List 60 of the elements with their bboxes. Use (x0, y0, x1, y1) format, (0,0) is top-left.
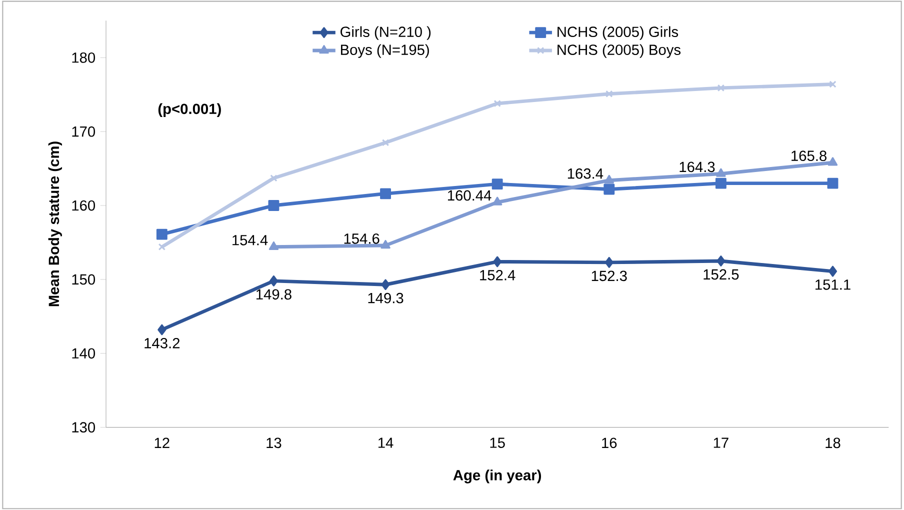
x-tick-label: 15 (490, 438, 505, 448)
point (268, 200, 280, 211)
data-label: 154.4 (232, 235, 268, 246)
y-tick-label: 130 (72, 422, 96, 433)
y-tick-label: 140 (72, 348, 96, 359)
point (269, 275, 278, 286)
data-label: 164.3 (680, 162, 715, 172)
point (270, 174, 278, 182)
x-tick-label: 17 (714, 438, 728, 448)
point (492, 196, 502, 206)
point (716, 168, 726, 177)
x-tick-label: 16 (602, 438, 617, 448)
data-label: 163.4 (568, 168, 604, 179)
point (494, 100, 501, 108)
legend-label: NCHS (2005) Boys (558, 44, 681, 58)
y-tick-label: 160 (72, 200, 96, 211)
data-label: 151.1 (816, 280, 850, 290)
y-tick-label: 150 (72, 274, 96, 285)
point (268, 241, 279, 250)
data-label: 152.3 (592, 270, 627, 282)
point (606, 90, 613, 98)
x-axis-title: Age (in year) (453, 470, 542, 484)
legend-label: Boys (N=195) (341, 44, 429, 58)
y-tick-label: 170 (72, 126, 96, 137)
y-tick-label: 180 (72, 52, 96, 63)
data-label: 149.8 (256, 289, 292, 300)
point (382, 139, 390, 146)
point (604, 184, 615, 195)
point (158, 243, 166, 251)
point (381, 279, 390, 290)
point (604, 256, 614, 268)
point (717, 84, 725, 92)
annotation: (p<0.001) (158, 103, 221, 117)
point (493, 256, 502, 268)
data-label: 165.8 (792, 150, 826, 162)
data-label: 143.2 (144, 338, 180, 348)
point (828, 266, 838, 277)
data-label: 152.4 (480, 270, 516, 280)
point (156, 228, 168, 240)
x-tick-label: 14 (378, 438, 394, 448)
x-tick-label: 13 (266, 438, 282, 448)
data-label: 149.3 (368, 292, 404, 304)
point (604, 174, 614, 184)
x-tick-label: 12 (154, 438, 170, 448)
x-tick-label: 18 (826, 438, 840, 448)
point (715, 178, 726, 189)
point (380, 240, 390, 249)
data-label: 154.6 (344, 233, 380, 244)
point (380, 188, 391, 200)
point (827, 178, 838, 189)
data-label: 160.44 (448, 190, 492, 201)
point (716, 255, 726, 266)
point (158, 324, 166, 336)
legend-label: Girls (N=210 ) (340, 26, 431, 40)
point (829, 80, 836, 88)
legend-label: NCHS (2005) Girls (558, 26, 678, 40)
point (828, 157, 838, 166)
data-label: 152.5 (704, 269, 739, 280)
point (492, 178, 503, 190)
y-axis-title: Mean Body stature (cm) (48, 142, 62, 306)
